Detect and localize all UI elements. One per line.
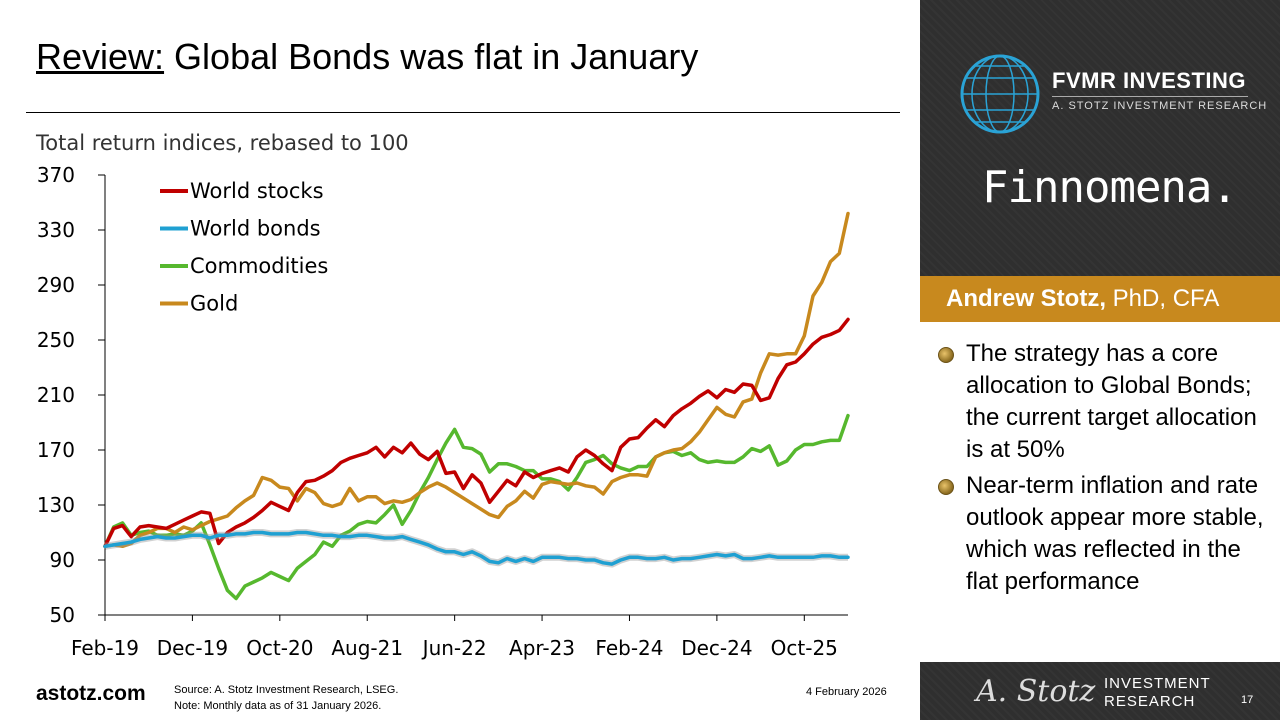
logo-line: INVESTMENT xyxy=(1104,675,1211,692)
x-tick-label: Feb-24 xyxy=(595,636,663,660)
page-number: 17 xyxy=(1241,694,1254,706)
y-tick-label: 90 xyxy=(50,548,75,572)
author: Andrew Stotz, PhD, CFA xyxy=(946,285,1219,313)
author-name: Andrew Stotz, xyxy=(946,285,1106,312)
chart-axes: 50 90 130 170 210 250 290 330 370 Feb-19 Dec-19 Oct… xyxy=(37,163,848,660)
title-divider xyxy=(26,112,900,113)
legend-label: World bonds xyxy=(190,217,321,241)
x-tick-label: Apr-23 xyxy=(509,636,575,660)
note-line: Note: Monthly data as of 31 January 2026… xyxy=(174,700,382,712)
x-tick-label: Dec-24 xyxy=(681,636,752,660)
bullet-item: The strategy has a core allocation to Gl… xyxy=(938,338,1272,466)
author-credentials: PhD, CFA xyxy=(1106,285,1220,312)
brand-divider xyxy=(1052,96,1248,97)
footer-date: 4 February 2026 xyxy=(806,686,887,698)
legend-label: World stocks xyxy=(190,179,324,203)
x-tick-label: Feb-19 xyxy=(71,636,139,660)
brand-subtitle: A. STOTZ INVESTMENT RESEARCH xyxy=(1052,100,1268,112)
legend-item: World stocks xyxy=(160,179,324,203)
research-logo-text: INVESTMENT RESEARCH xyxy=(1104,675,1211,711)
series-line-stocks xyxy=(103,317,850,549)
y-tick-label: 250 xyxy=(37,328,75,352)
partner-logo: Finnomena. xyxy=(982,162,1238,213)
legend-item: Gold xyxy=(160,292,238,316)
signature-logo: A. Stotz xyxy=(976,674,1096,709)
title-text: Global Bonds was flat in January xyxy=(164,36,699,77)
x-tick-label: Jun-22 xyxy=(421,636,487,660)
legend-label: Gold xyxy=(190,292,238,316)
line-chart: Total return indices, rebased to 100 50 9… xyxy=(35,131,850,660)
bullet-icon xyxy=(938,347,954,363)
y-tick-label: 210 xyxy=(37,383,75,407)
series-line-gold xyxy=(103,211,850,549)
bullet-area xyxy=(920,322,1280,662)
x-tick-label: Dec-19 xyxy=(157,636,228,660)
logo-line: RESEARCH xyxy=(1104,693,1196,710)
series-line-bonds xyxy=(103,530,850,566)
legend-item: Commodities xyxy=(160,254,328,278)
y-tick-label: 370 xyxy=(37,163,75,187)
bullet-text: Near-term inflation and rate outlook app… xyxy=(966,472,1264,595)
bullet-item: Near-term inflation and rate outlook app… xyxy=(938,470,1272,598)
right-panel: FVMR INVESTING A. STOTZ INVESTMENT RESEA… xyxy=(920,0,1280,720)
x-tick-label: Oct-20 xyxy=(246,636,313,660)
legend-item: World bonds xyxy=(160,217,321,241)
chart-series xyxy=(103,211,850,601)
footer-site[interactable]: astotz.com xyxy=(36,682,146,705)
chart-legend: World stocks World bonds Commodities Gold xyxy=(160,179,328,316)
y-tick-label: 290 xyxy=(37,273,75,297)
chart-subtitle: Total return indices, rebased to 100 xyxy=(35,131,409,155)
page-title: Review: Global Bonds was flat in January xyxy=(36,36,698,78)
y-tick-label: 130 xyxy=(37,493,75,517)
series-line-commodities xyxy=(103,413,850,601)
y-tick-label: 330 xyxy=(37,218,75,242)
legend-label: Commodities xyxy=(190,254,328,278)
source-line: Source: A. Stotz Investment Research, LS… xyxy=(174,684,399,696)
y-tick-label: 170 xyxy=(37,438,75,462)
x-tick-label: Aug-21 xyxy=(331,636,403,660)
globe-icon xyxy=(960,54,1040,134)
bullet-text: The strategy has a core allocation to Gl… xyxy=(966,340,1257,463)
x-tick-label: Oct-25 xyxy=(771,636,838,660)
title-prefix: Review: xyxy=(36,36,165,77)
author-bar xyxy=(920,276,1280,322)
bullet-icon xyxy=(938,479,954,495)
footer-source: Source: A. Stotz Investment Research, LS… xyxy=(174,682,398,714)
y-tick-label: 50 xyxy=(50,603,75,627)
brand-name: FVMR INVESTING xyxy=(1052,68,1247,93)
